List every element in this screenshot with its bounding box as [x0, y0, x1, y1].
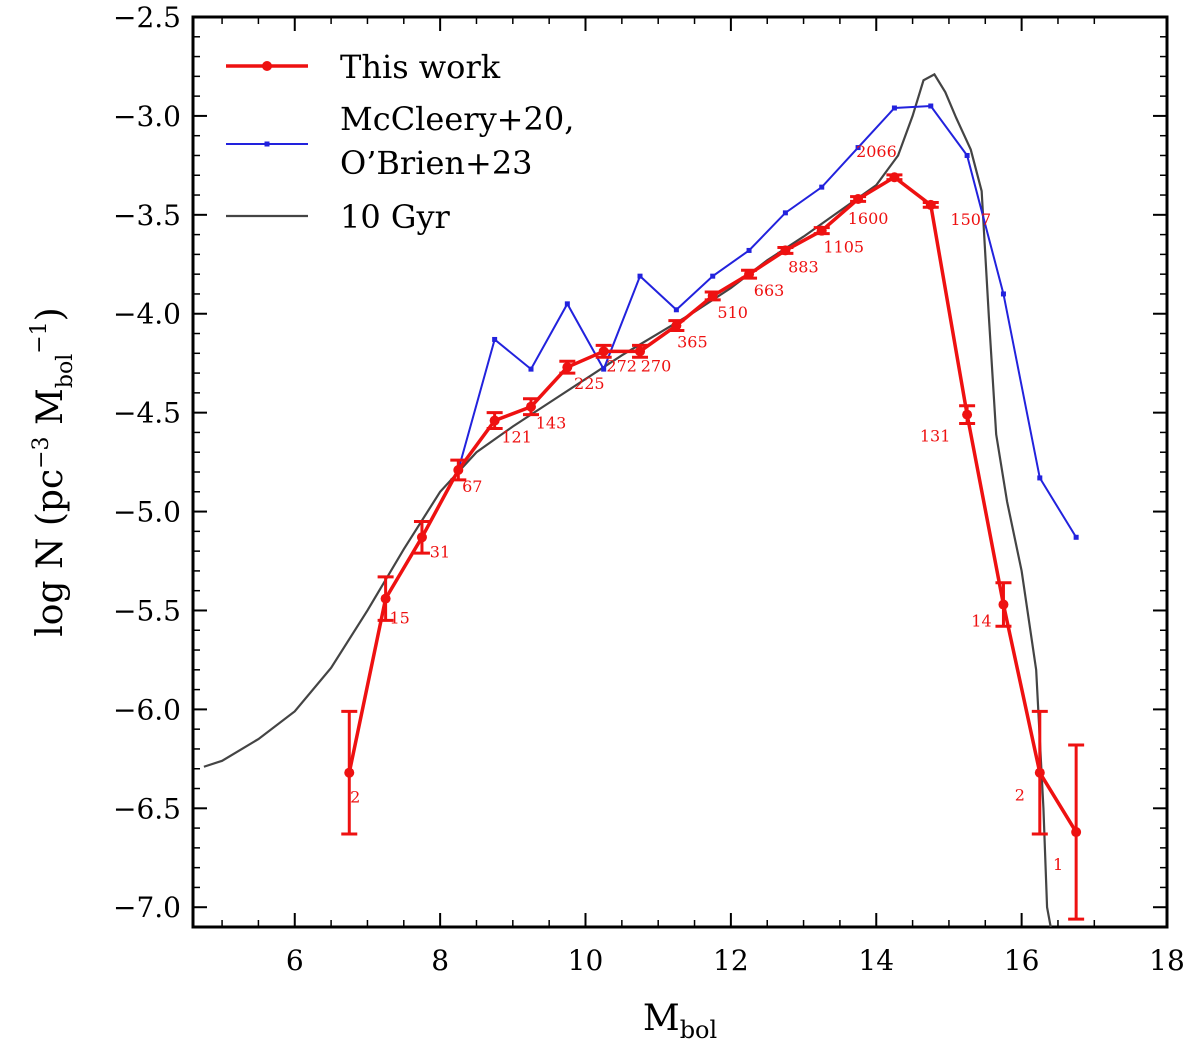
- series-layer: [203, 72, 1085, 927]
- count-label: 663: [754, 281, 785, 300]
- count-label: 121: [501, 428, 532, 447]
- legend-this-work-label: This work: [340, 48, 501, 86]
- x-axis-title: Mbol: [643, 998, 717, 1043]
- mccleery-point: [528, 366, 534, 372]
- count-label: 510: [717, 303, 748, 322]
- count-label: 67: [462, 477, 482, 496]
- mccleery-point: [746, 247, 752, 253]
- x-tick-label: 8: [431, 944, 449, 977]
- this-work-point: [671, 320, 682, 331]
- count-label: 1507: [950, 210, 991, 229]
- mccleery-point: [710, 273, 716, 279]
- this-work-point: [344, 767, 355, 778]
- this-work-point: [489, 415, 500, 426]
- y-tick-label: −5.0: [113, 496, 181, 529]
- this-work-point: [1071, 827, 1082, 838]
- this-work-point: [1034, 767, 1045, 778]
- this-work-point: [598, 346, 609, 357]
- series-10gyr-line: [203, 72, 1052, 927]
- count-label: 131: [920, 427, 951, 446]
- mccleery-point: [637, 273, 643, 279]
- y-axis-title-group: log N (pc−3 Mbol−1): [27, 307, 78, 636]
- legend-10gyr-label: 10 Gyr: [340, 198, 451, 236]
- mccleery-point: [673, 307, 679, 313]
- mccleery-point: [891, 105, 897, 111]
- axis-titles: Mbol log N (pc−3 Mbol−1): [27, 307, 717, 1043]
- mccleery-point: [855, 145, 861, 151]
- this-work-point: [853, 194, 864, 204]
- this-work-point: [525, 401, 536, 412]
- count-label: 1: [1053, 855, 1063, 874]
- this-work-point: [816, 225, 827, 236]
- count-label: 225: [574, 374, 605, 393]
- y-tick-label: −3.5: [113, 199, 181, 232]
- this-work-point: [744, 269, 755, 280]
- this-work-point: [380, 593, 391, 604]
- mccleery-point: [1073, 534, 1079, 540]
- y-tick-label: −3.0: [113, 100, 181, 133]
- legend: This work McCleery+20, O’Brien+23 10 Gyr: [226, 48, 574, 236]
- y-tick-label: −6.5: [113, 792, 181, 825]
- legend-mccleery-label-1: McCleery+20,: [340, 100, 574, 138]
- axes: 6 8 10 12 14 16 18−7.0−6.5−6.0−5.5−5.0−4.5−4.0…: [113, 1, 1185, 977]
- mccleery-point: [964, 152, 970, 158]
- count-label: 31: [430, 542, 450, 561]
- count-label: 15: [389, 609, 409, 628]
- y-tick-label: −7.0: [113, 891, 181, 924]
- x-tick-label: 6: [286, 944, 304, 977]
- count-label: 883: [788, 257, 819, 276]
- count-label: 143: [536, 414, 567, 433]
- x-tick-label: 18: [1149, 944, 1185, 977]
- this-work-point: [635, 346, 646, 357]
- mccleery-point: [1000, 291, 1006, 297]
- count-label: 2: [350, 788, 360, 807]
- count-label: 14: [971, 612, 991, 631]
- y-tick-label: −4.0: [113, 298, 181, 331]
- legend-mccleery-marker: [264, 141, 270, 147]
- x-tick-label: 16: [1004, 944, 1040, 977]
- mccleery-point: [782, 210, 788, 216]
- count-label: 272: [606, 356, 637, 375]
- count-label: 2066: [856, 142, 897, 161]
- this-work-point: [562, 362, 573, 373]
- x-tick-label: 14: [858, 944, 894, 977]
- mccleery-point: [492, 336, 498, 342]
- this-work-point: [925, 199, 936, 210]
- mccleery-point: [601, 366, 607, 372]
- x-tick-label: 12: [713, 944, 749, 977]
- mccleery-point: [564, 301, 570, 307]
- count-label: 2: [1015, 786, 1025, 805]
- count-label: 1600: [848, 209, 889, 228]
- mccleery-point: [819, 184, 825, 190]
- this-work-point: [998, 599, 1009, 610]
- this-work-point: [962, 409, 973, 420]
- y-tick-label: −4.5: [113, 397, 181, 430]
- y-axis-title: log N (pc−3 Mbol−1): [27, 307, 78, 636]
- this-work-point: [416, 532, 427, 543]
- y-tick-label: −5.5: [113, 594, 181, 627]
- legend-this-work-marker: [262, 61, 272, 71]
- count-label: 365: [677, 333, 708, 352]
- legend-mccleery-label-2: O’Brien+23: [340, 144, 533, 182]
- count-label: 270: [641, 356, 672, 375]
- mccleery-point: [1037, 475, 1043, 481]
- this-work-point: [780, 245, 791, 256]
- this-work-point: [889, 172, 900, 183]
- x-tick-label: 10: [568, 944, 604, 977]
- count-label: 1105: [823, 238, 864, 257]
- this-work-point: [453, 465, 464, 476]
- this-work-point: [707, 290, 718, 301]
- series-mccleery-line: [457, 104, 1077, 538]
- mccleery-point: [928, 103, 934, 109]
- y-tick-label: −2.5: [113, 1, 181, 34]
- y-tick-label: −6.0: [113, 693, 181, 726]
